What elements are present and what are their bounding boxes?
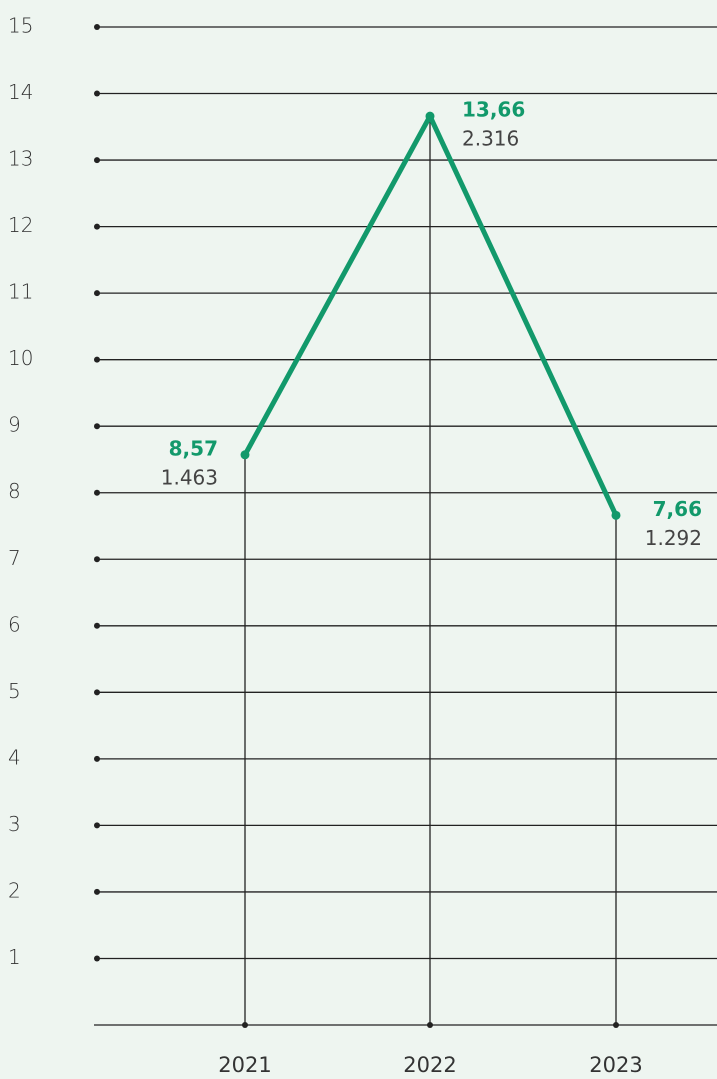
y-tick-label: 11 (8, 280, 33, 304)
base-dot (242, 1022, 248, 1028)
annotation: 1.463 (161, 465, 218, 489)
x-tick-label: 2022 (403, 1053, 456, 1077)
y-tick-label: 9 (8, 413, 21, 437)
base-dot (613, 1022, 619, 1028)
y-tick-label: 13 (8, 147, 33, 171)
tick-dot (94, 489, 100, 496)
tick-dot (94, 822, 100, 829)
tick-dot (94, 888, 100, 895)
tick-dot (94, 356, 100, 363)
base-dot (427, 1022, 433, 1028)
y-tick-label: 10 (8, 346, 33, 370)
tick-dot (94, 622, 100, 629)
value-label: 8,57 (169, 436, 218, 460)
point (425, 111, 435, 121)
y-tick-label: 3 (8, 812, 21, 836)
tick-dot (94, 955, 100, 962)
point (240, 450, 250, 460)
annotation: 2.316 (462, 127, 519, 151)
tick-dot (94, 90, 100, 97)
point (611, 510, 621, 520)
value-label: 13,66 (462, 98, 525, 122)
tick-dot (94, 157, 100, 164)
tick-dot (94, 755, 100, 762)
y-tick-label: 1 (8, 945, 21, 969)
value-label: 7,66 (653, 497, 702, 521)
y-tick-label: 2 (8, 878, 21, 902)
tick-dot (94, 290, 100, 297)
y-tick-label: 5 (8, 679, 21, 703)
y-tick-label: 6 (8, 612, 21, 636)
tick-dot (94, 689, 100, 696)
y-tick-label: 4 (8, 745, 21, 769)
y-tick-label: 7 (8, 546, 21, 570)
y-tick-label: 15 (8, 14, 33, 38)
tick-dot (94, 556, 100, 563)
annotation: 1.292 (645, 526, 702, 550)
tick-dot (94, 223, 100, 230)
tick-dot (94, 423, 100, 430)
tick-dot (94, 24, 100, 30)
x-tick-label: 2021 (218, 1053, 271, 1077)
y-tick-label: 12 (8, 213, 33, 237)
y-tick-label: 14 (8, 80, 33, 104)
y-tick-label: 8 (8, 479, 21, 503)
x-tick-label: 2023 (589, 1053, 642, 1077)
